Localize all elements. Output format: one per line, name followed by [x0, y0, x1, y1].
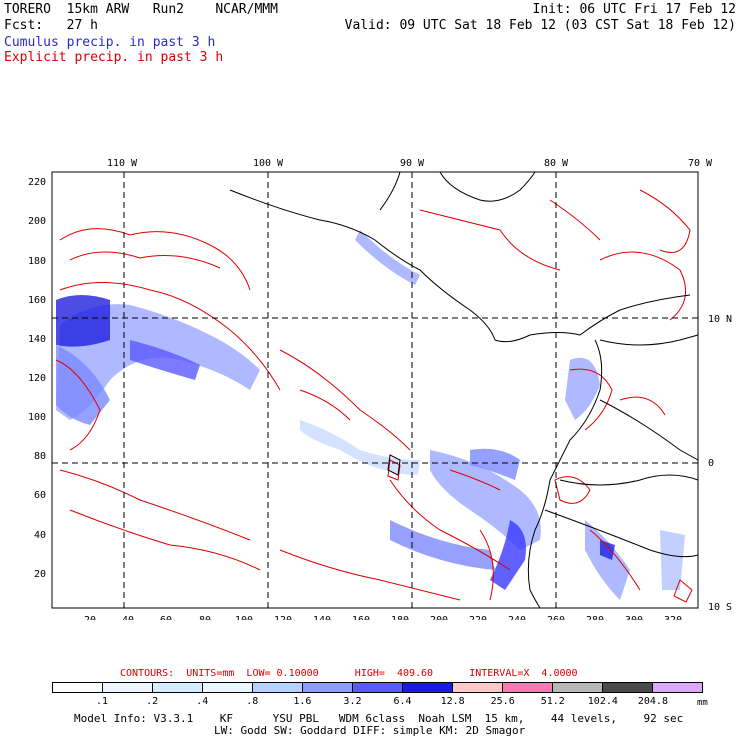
x-tick: 60 [160, 615, 172, 620]
x-tick: 260 [547, 615, 565, 620]
colorbar-swatch [503, 683, 553, 692]
x-axis-ticks: 20 40 60 80 100 120 140 160 180 200 220 … [84, 615, 682, 620]
explicit-precip-contours [55, 189, 693, 603]
legend-cumulus: Cumulus precip. in past 3 h [4, 35, 216, 50]
y-tick: 80 [34, 451, 46, 462]
colorbar-swatch [203, 683, 253, 692]
coastlines [229, 171, 699, 609]
y-tick: 60 [34, 490, 46, 501]
colorbar-swatch [53, 683, 103, 692]
colorbar [52, 682, 703, 693]
precip-map: 110 W 100 W 90 W 80 W 70 W 10 N 0 10 S [28, 158, 732, 620]
colorbar-label: 25.6 [490, 696, 515, 707]
y-tick: 100 [28, 412, 46, 423]
x-tick: 100 [235, 615, 253, 620]
valid-time: Valid: 09 UTC Sat 18 Feb 12 (03 CST Sat … [344, 18, 736, 33]
x-tick: 20 [84, 615, 96, 620]
x-tick: 80 [199, 615, 211, 620]
colorbar-label: .8 [246, 696, 259, 707]
colorbar-label: 12.8 [440, 696, 465, 707]
x-tick: 160 [352, 615, 370, 620]
colorbar-label: 204.8 [637, 696, 668, 707]
y-axis-ticks: 220 200 180 160 140 120 100 80 60 40 20 [28, 177, 46, 580]
y-tick: 160 [28, 295, 46, 306]
colorbar-label: .2 [146, 696, 159, 707]
lon-label: 100 W [253, 158, 284, 169]
x-tick: 280 [586, 615, 604, 620]
colorbar-label: 51.2 [540, 696, 565, 707]
x-tick: 180 [391, 615, 409, 620]
contour-info: CONTOURS: UNITS=mm LOW= 0.10000 HIGH= 40… [120, 668, 578, 679]
colorbar-label: .4 [196, 696, 209, 707]
x-tick: 140 [313, 615, 331, 620]
x-tick: 320 [664, 615, 682, 620]
colorbar-swatch [353, 683, 403, 692]
y-tick: 200 [28, 216, 46, 227]
colorbar-label: 102.4 [587, 696, 618, 707]
colorbar-label: .1 [96, 696, 109, 707]
lat-label: 0 [708, 458, 714, 469]
x-tick: 240 [508, 615, 526, 620]
colorbar-swatch [653, 683, 702, 692]
colorbar-swatch [253, 683, 303, 692]
y-tick: 40 [34, 530, 46, 541]
model-info-line2: LW: Godd SW: Goddard DIFF: simple KM: 2D… [214, 724, 526, 737]
init-time: Init: 06 UTC Fri 17 Feb 12 [532, 2, 737, 17]
y-tick: 180 [28, 256, 46, 267]
colorbar-swatch [153, 683, 203, 692]
colorbar-label: 3.2 [343, 696, 362, 707]
x-tick: 200 [430, 615, 448, 620]
legend-explicit: Explicit precip. in past 3 h [4, 50, 224, 65]
colorbar-label: 6.4 [393, 696, 412, 707]
x-tick: 120 [274, 615, 292, 620]
colorbar-swatch [553, 683, 603, 692]
y-tick: 220 [28, 177, 46, 188]
lon-label: 90 W [400, 158, 425, 169]
lat-label: 10 N [708, 314, 732, 325]
colorbar-swatch [303, 683, 353, 692]
y-tick: 20 [34, 569, 46, 580]
model-title: TORERO 15km ARW Run2 NCAR/MMM [4, 2, 278, 17]
lat-label: 10 S [708, 602, 732, 613]
x-tick: 300 [625, 615, 643, 620]
x-tick: 220 [469, 615, 487, 620]
lon-label: 70 W [688, 158, 713, 169]
lon-label: 110 W [107, 158, 138, 169]
colorbar-label: 1.6 [293, 696, 312, 707]
y-tick: 120 [28, 373, 46, 384]
colorbar-swatch [103, 683, 153, 692]
colorbar-swatch [603, 683, 653, 692]
x-tick: 40 [122, 615, 134, 620]
model-info-line1: Model Info: V3.3.1 KF YSU PBL WDM 6class… [74, 712, 684, 725]
colorbar-unit: mm [697, 698, 708, 708]
lon-label: 80 W [544, 158, 569, 169]
colorbar-swatch [403, 683, 453, 692]
colorbar-swatch [453, 683, 503, 692]
y-tick: 140 [28, 334, 46, 345]
forecast-hour: Fcst: 27 h [4, 18, 98, 33]
lat-lon-grid [52, 172, 698, 608]
